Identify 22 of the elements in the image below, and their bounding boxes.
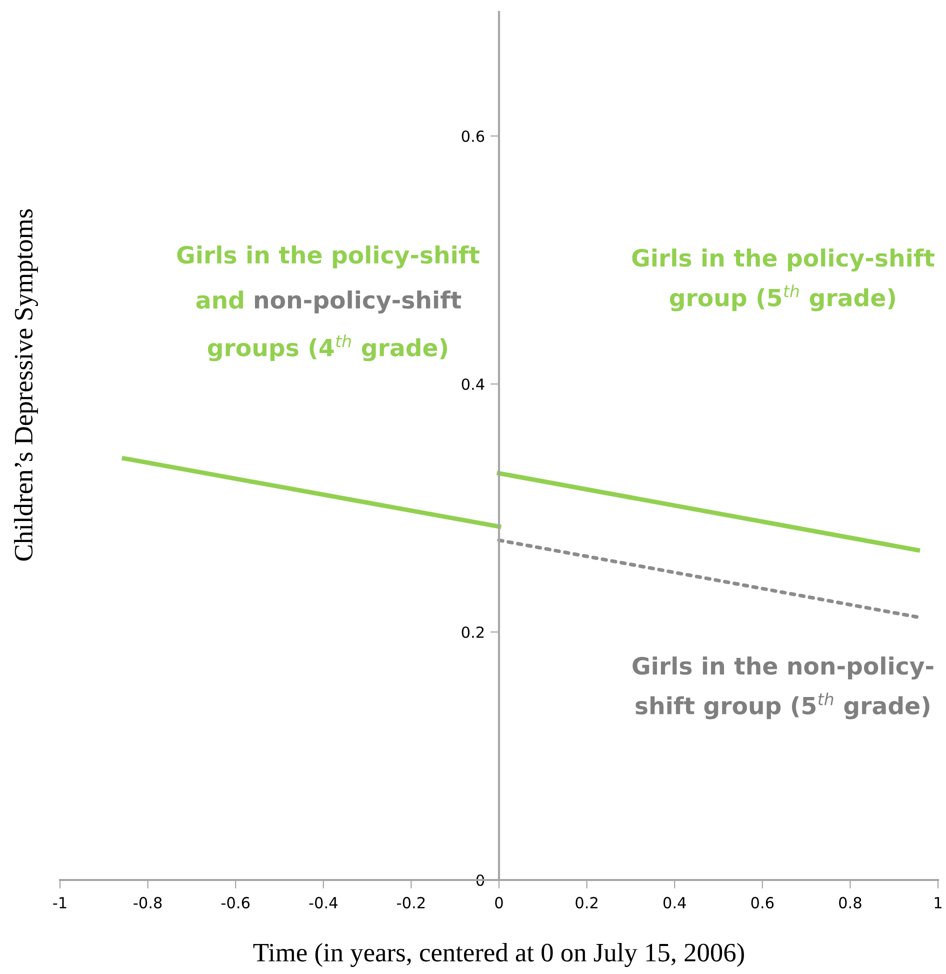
x-tick-label: 0.6 — [751, 896, 774, 908]
x-tick-label: 0.4 — [663, 896, 686, 908]
annotation: groups (4$^{th}$ grade) — [208, 334, 448, 362]
annotation: and — [196, 290, 244, 309]
x-tick-label: -0.2 — [397, 896, 425, 908]
x-tick-label: 0 — [495, 896, 503, 908]
annotation: Girls in the policy-shift — [177, 245, 480, 269]
annotation: Girls in the policy-shift group (5$^{th}$ grade) — [632, 248, 934, 312]
annotation: Girls in the non-policy- shift group (5$^{th}$ grade) — [632, 656, 934, 720]
y-tick-label: 0.2 — [462, 626, 484, 638]
x-tick-label: -0.6 — [221, 896, 250, 908]
x-tick-label: 0.8 — [839, 896, 862, 908]
y-tick-label: 0.4 — [462, 378, 484, 390]
y-tick-label: 0.6 — [462, 130, 484, 142]
x-tick-label: -0.8 — [134, 896, 162, 908]
x-tick-label: -1 — [53, 897, 66, 908]
y-axis-title: Children’s Depressive Symptoms — [14, 209, 38, 561]
x-tick-label: 1 — [934, 897, 942, 908]
annotation: non-policy-shift — [254, 290, 462, 314]
x-tick-label: 0.2 — [576, 896, 598, 908]
x-tick-label: -0.4 — [309, 896, 338, 908]
x-axis-title: Time (in years, centered at 0 on July 15, 2006) — [253, 942, 744, 968]
